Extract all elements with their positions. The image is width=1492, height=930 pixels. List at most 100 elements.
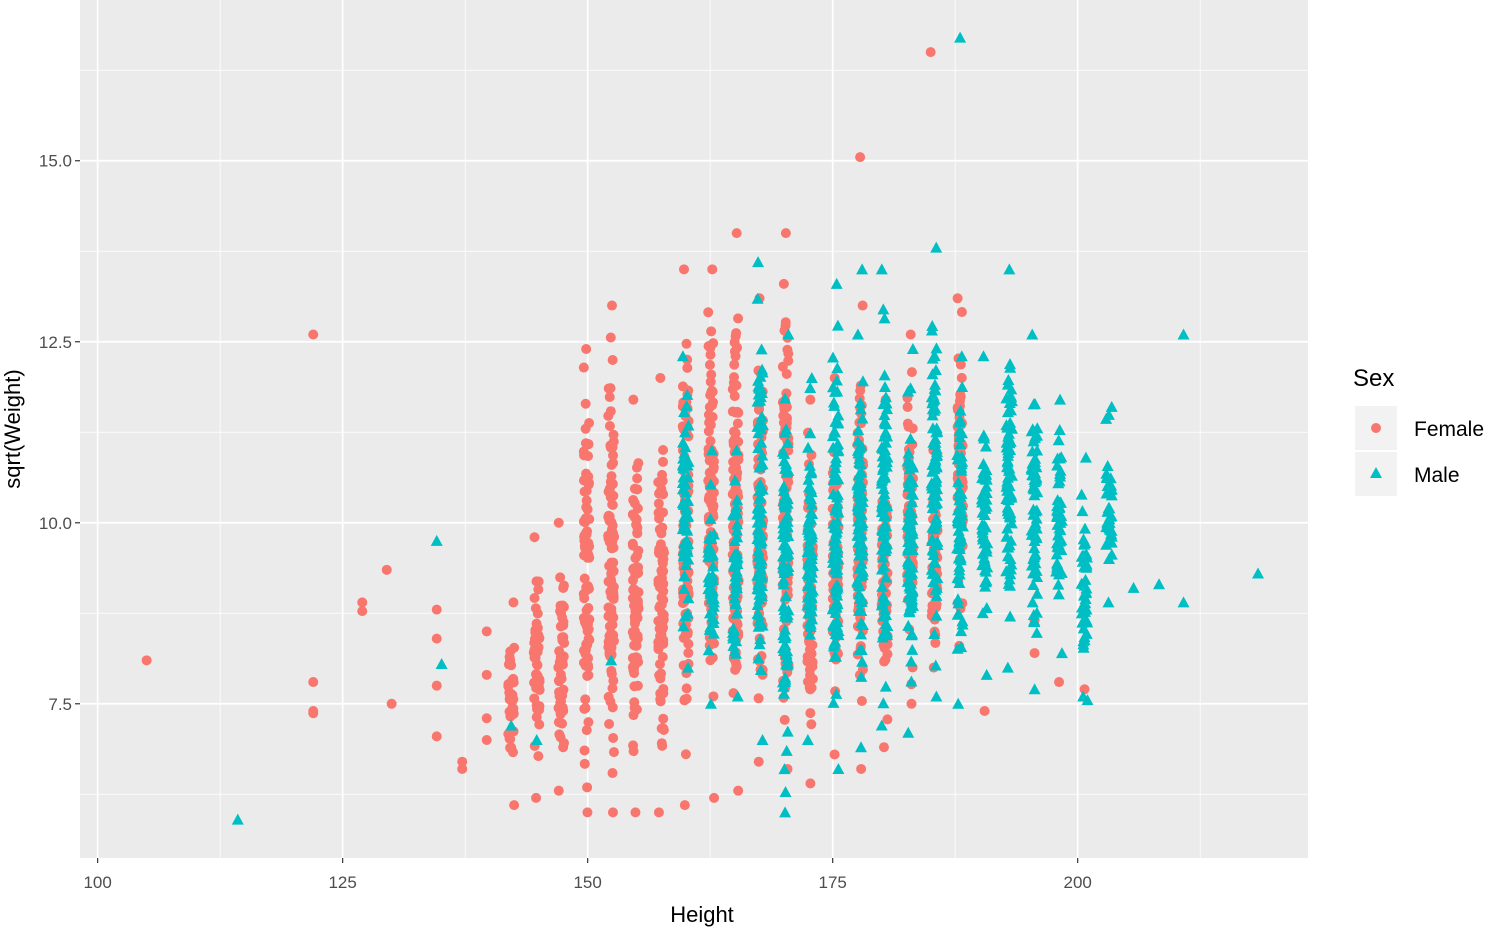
point-male	[801, 523, 814, 535]
point-male	[826, 351, 839, 363]
point-male	[778, 623, 791, 635]
point-female	[729, 359, 740, 370]
point-male	[902, 536, 915, 548]
point-female	[677, 381, 688, 392]
point-male	[976, 472, 989, 484]
point-male	[726, 627, 739, 639]
point-female	[532, 703, 543, 714]
point-female	[633, 545, 644, 556]
point-female	[906, 367, 917, 378]
point-male	[751, 508, 764, 520]
point-female	[584, 634, 595, 645]
point-male	[980, 602, 993, 614]
point-female	[902, 418, 913, 429]
point-male	[530, 733, 543, 745]
point-male	[879, 680, 892, 692]
point-male	[904, 432, 917, 444]
point-male	[754, 633, 767, 645]
point-male	[782, 464, 795, 476]
point-female	[681, 683, 692, 694]
point-male	[953, 416, 966, 428]
point-male	[1177, 328, 1190, 340]
point-male	[851, 576, 864, 588]
point-female	[880, 654, 891, 665]
point-female	[632, 473, 643, 484]
point-female	[533, 576, 544, 587]
point-male	[879, 391, 892, 403]
point-male	[779, 590, 792, 602]
point-female	[658, 713, 669, 724]
point-male	[877, 610, 890, 622]
point-female	[705, 436, 716, 447]
point-male	[831, 319, 844, 331]
point-male	[707, 560, 720, 572]
point-male	[681, 388, 694, 400]
point-male	[751, 395, 764, 407]
point-female	[529, 593, 540, 604]
point-male	[927, 489, 940, 501]
point-female	[709, 792, 720, 803]
point-male	[979, 521, 992, 533]
point-male	[754, 536, 767, 548]
point-male	[682, 661, 695, 673]
point-male	[779, 610, 792, 622]
point-female	[658, 638, 669, 649]
point-female	[703, 307, 714, 318]
point-female	[604, 718, 615, 729]
point-female	[906, 698, 917, 709]
point-male	[976, 496, 989, 508]
point-male	[752, 427, 765, 439]
point-male	[878, 536, 891, 548]
point-female	[705, 376, 716, 387]
point-male	[926, 496, 939, 508]
point-male	[827, 696, 840, 708]
point-female	[807, 661, 818, 672]
point-male	[680, 399, 693, 411]
point-female	[681, 693, 692, 704]
point-male	[1000, 530, 1013, 542]
point-male	[832, 416, 845, 428]
point-male	[705, 603, 718, 615]
point-female	[780, 320, 791, 331]
point-male	[781, 725, 794, 737]
point-male	[1105, 479, 1118, 491]
point-male	[879, 545, 892, 557]
point-female	[657, 608, 668, 619]
point-male	[778, 687, 791, 699]
point-male	[829, 504, 842, 516]
point-male	[677, 620, 690, 632]
point-male	[879, 444, 892, 456]
legend-title: Sex	[1353, 365, 1394, 392]
point-female	[581, 343, 592, 354]
point-male	[955, 499, 968, 511]
point-male	[878, 430, 891, 442]
point-female	[582, 782, 593, 793]
point-male	[956, 381, 969, 393]
point-female	[729, 337, 740, 348]
point-female	[632, 680, 643, 691]
point-male	[803, 459, 816, 471]
point-female	[781, 368, 792, 379]
point-male	[854, 403, 867, 415]
point-male	[905, 655, 918, 667]
point-male	[751, 516, 764, 528]
point-female	[703, 426, 714, 437]
point-male	[1004, 506, 1017, 518]
point-female	[732, 455, 743, 466]
point-female	[608, 429, 619, 440]
point-male	[702, 571, 715, 583]
point-male	[730, 565, 743, 577]
point-female	[779, 714, 790, 725]
point-male	[804, 560, 817, 572]
point-male	[1075, 488, 1088, 500]
point-male	[780, 423, 793, 435]
point-male	[953, 425, 966, 437]
point-male	[831, 385, 844, 397]
point-male	[430, 534, 443, 546]
point-female	[627, 653, 638, 664]
point-female	[782, 344, 793, 355]
y-tick-label: 10.0	[39, 514, 72, 533]
point-male	[806, 584, 819, 596]
point-female	[902, 401, 913, 412]
point-male	[1103, 516, 1116, 528]
